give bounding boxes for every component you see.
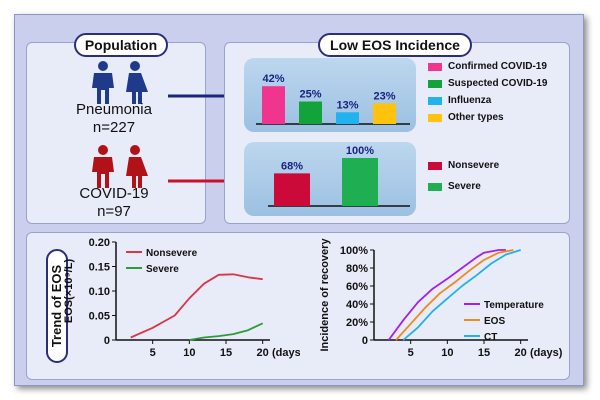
eos-y-tick-label: 0.10 — [89, 286, 110, 298]
recovery-y-tick-label: 100% — [340, 245, 368, 257]
legend-label-severe: Severe — [448, 181, 481, 192]
pneumonia-bar-chart: 42% 25% 13% 23% — [256, 73, 410, 125]
eos-y-axis-label: EOS(×10⁹/L) — [63, 259, 75, 324]
covid-bars-box — [244, 142, 416, 216]
eos-x-tick-label: 15 — [220, 347, 232, 359]
legend-swatch-other-types — [428, 113, 442, 122]
legend-label-nonsevere: Nonsevere — [448, 160, 500, 171]
eos-line-chart: 0 0.05 0.10 0.15 0.20 5 10 15 20(days) EOS(×10⁹/L… — [63, 237, 300, 359]
legend-label-confirmed-covid-19: Confirmed COVID-19 — [448, 61, 547, 72]
eos-y-tick-label: 0.20 — [89, 237, 110, 249]
eos-y-tick-label: 0.05 — [89, 311, 110, 323]
covid-bar-label-nonsevere: 68% — [281, 160, 303, 172]
recovery-y-axis-label: Incidence of recovery — [319, 238, 331, 352]
recovery-x-tick-label: 15 — [478, 347, 490, 359]
recovery-x-tick-label: 5 — [408, 347, 414, 359]
pneumonia-people-icon — [92, 61, 148, 104]
recovery-x-tick-label: 10 — [441, 347, 453, 359]
legend-item-confirmed-covid-19: Confirmed COVID-19 — [428, 61, 547, 72]
eos-x-axis-label: (days) — [272, 347, 300, 359]
legend-item-other-types: Other types — [428, 112, 504, 123]
covid-bar-nonsevere — [274, 173, 310, 206]
recovery-x-tick-label: 20 — [515, 347, 527, 359]
eos-x-tick-label: 20 — [257, 347, 269, 359]
pneumonia-bar-other-types — [373, 103, 396, 124]
covid-label: COVID-19 — [79, 185, 149, 202]
legend-label-influenza: Influenza — [448, 95, 492, 106]
legend-label-other-types: Other types — [448, 112, 504, 123]
legend-swatch-severe — [428, 182, 442, 191]
covid-bar-chart: 68% 100% — [268, 145, 410, 207]
eos-legend-label-severe: Severe — [146, 264, 179, 275]
legend-label-suspected-covid-19: Suspected COVID-19 — [448, 78, 548, 89]
population-title: Population — [74, 33, 168, 57]
eos-legend-label-nonsevere: Nonsevere — [146, 248, 198, 259]
pneumonia-bar-label-influenza: 13% — [336, 99, 358, 111]
pneumonia-bar-influenza — [336, 112, 359, 124]
eos-line-severe — [189, 322, 264, 341]
legend-item-suspected-covid-19: Suspected COVID-19 — [428, 78, 547, 89]
recovery-y-tick-label: 40% — [346, 299, 368, 311]
pneumonia-bar-label-suspected-covid-19: 25% — [299, 89, 321, 101]
legend-item-nonsevere: Nonsevere — [428, 160, 499, 171]
eos-y-tick-label: 0 — [104, 335, 110, 347]
recovery-x-axis-label: (days) — [530, 347, 563, 359]
incidence-title: Low EOS Incidence — [318, 33, 472, 57]
legend-swatch-nonsevere — [428, 161, 442, 170]
eos-x-tick-label: 5 — [150, 347, 156, 359]
pneumonia-bar-label-other-types: 23% — [373, 90, 395, 102]
recovery-line-temperature — [387, 249, 506, 341]
covid-bar-label-severe: 100% — [346, 145, 374, 157]
recovery-y-tick-label: 80% — [346, 263, 368, 275]
recovery-y-tick-label: 0 — [362, 335, 368, 347]
recovery-line-chart: 0 20% 40% 60% 80% 100% 5 10 15 20 (days) Incidence … — [319, 238, 563, 359]
eos-x-tick-label: 10 — [183, 347, 195, 359]
legend-swatch-suspected-covid-19 — [428, 79, 442, 88]
covid-people-icon — [92, 145, 148, 188]
pneumonia-label: Pneumonia — [76, 101, 152, 118]
recovery-y-tick-label: 20% — [346, 317, 368, 329]
recovery-y-tick-label: 60% — [346, 281, 368, 293]
pneumonia-bar-confirmed-covid-19 — [262, 86, 285, 124]
pneumonia-bar-label-confirmed-covid-19: 42% — [262, 73, 284, 85]
eos-line-nonsevere — [130, 273, 263, 339]
legend-item-severe: Severe — [428, 181, 481, 192]
recovery-legend-label-temperature: Temperature — [484, 300, 544, 311]
population-panel — [26, 42, 206, 224]
recovery-line-ct — [402, 249, 521, 341]
recovery-legend-label-ct: CT — [484, 332, 497, 343]
recovery-line-eos — [395, 249, 514, 341]
legend-item-influenza: Influenza — [428, 95, 491, 106]
covid-bar-severe — [342, 158, 378, 206]
recovery-legend-label-eos: EOS — [484, 316, 505, 327]
legend-swatch-confirmed-covid-19 — [428, 62, 442, 71]
eos-y-tick-label: 0.15 — [89, 262, 110, 274]
pneumonia-bar-suspected-covid-19 — [299, 101, 322, 124]
covid-count: n=97 — [97, 203, 131, 220]
pneumonia-count: n=227 — [92, 119, 136, 136]
legend-swatch-influenza — [428, 96, 442, 105]
